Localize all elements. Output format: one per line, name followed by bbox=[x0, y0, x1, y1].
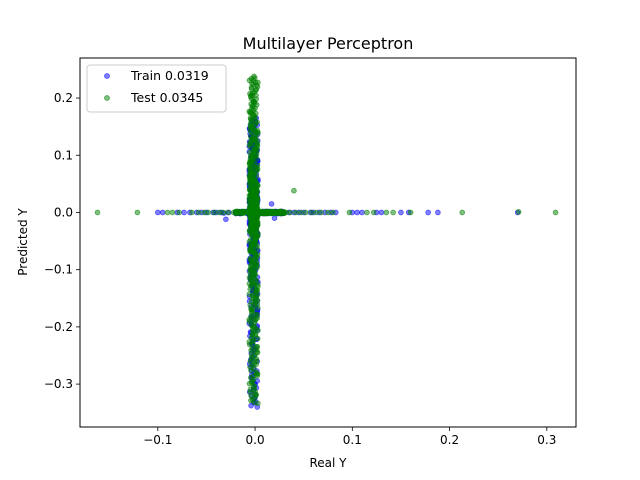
train-point bbox=[155, 209, 161, 216]
train-point bbox=[159, 209, 166, 216]
test-point bbox=[247, 386, 254, 393]
test-point bbox=[287, 209, 293, 216]
test-point bbox=[225, 209, 231, 216]
legend: Train 0.0319 Test 0.0345 bbox=[86, 64, 227, 113]
test-point bbox=[189, 209, 195, 216]
test-point bbox=[313, 209, 320, 216]
x-tick-label: 0.1 bbox=[343, 433, 362, 447]
test-point bbox=[325, 209, 331, 216]
test-point bbox=[242, 209, 248, 216]
legend-label-train: Train 0.0319 bbox=[130, 68, 209, 83]
test-point bbox=[169, 209, 176, 216]
y-tick-label: 0.0 bbox=[54, 205, 73, 219]
legend-label-test: Test 0.0345 bbox=[130, 90, 203, 105]
test-point bbox=[278, 209, 285, 216]
train-point bbox=[354, 209, 360, 216]
test-point bbox=[293, 209, 299, 216]
test-point bbox=[364, 209, 370, 216]
train-point bbox=[181, 209, 187, 216]
y-tick-label: −0.3 bbox=[44, 377, 73, 391]
x-axis-label: Real Y bbox=[309, 456, 347, 470]
test-point bbox=[230, 209, 237, 216]
test-point bbox=[249, 346, 256, 352]
legend-box bbox=[86, 64, 227, 113]
test-point bbox=[269, 209, 276, 216]
x-tick-label: 0.0 bbox=[246, 433, 265, 447]
y-tick-label: 0.1 bbox=[54, 148, 73, 162]
test-point bbox=[346, 209, 353, 216]
test-point bbox=[164, 209, 171, 216]
x-axis: −0.1 0.0 0.1 0.2 0.3 bbox=[143, 427, 556, 447]
test-point bbox=[251, 383, 258, 389]
legend-marker-test bbox=[104, 95, 110, 101]
test-point bbox=[253, 344, 260, 350]
test-point bbox=[211, 209, 218, 216]
test-point bbox=[246, 291, 253, 298]
train-point bbox=[378, 209, 385, 216]
y-axis-label: Predicted Y bbox=[16, 208, 30, 276]
test-point bbox=[318, 209, 324, 216]
test-point bbox=[308, 209, 315, 216]
test-point bbox=[255, 79, 261, 86]
y-tick-label: 0.2 bbox=[54, 91, 73, 105]
plot-frame bbox=[79, 57, 577, 428]
test-point bbox=[515, 209, 522, 215]
chart-title: Multilayer Perceptron bbox=[243, 34, 414, 53]
legend-marker-train bbox=[104, 73, 110, 79]
test-point bbox=[390, 209, 396, 216]
test-point bbox=[552, 209, 559, 216]
test-point bbox=[302, 209, 309, 216]
test-point bbox=[297, 209, 304, 216]
y-tick-label: −0.2 bbox=[44, 320, 73, 334]
x-tick-label: −0.1 bbox=[143, 433, 172, 447]
x-tick-label: 0.2 bbox=[440, 433, 459, 447]
test-point bbox=[205, 209, 212, 216]
test-point bbox=[247, 209, 254, 216]
test-point bbox=[220, 209, 226, 216]
test-point bbox=[370, 209, 377, 216]
y-axis: −0.3 −0.2 −0.1 0.0 0.1 0.2 bbox=[44, 91, 80, 391]
train-point bbox=[223, 216, 229, 223]
x-tick-label: 0.3 bbox=[537, 433, 556, 447]
test-point bbox=[330, 209, 336, 216]
test-point bbox=[248, 255, 255, 261]
test-point bbox=[251, 73, 257, 80]
test-point bbox=[176, 209, 183, 216]
test-point bbox=[383, 209, 390, 216]
test-point bbox=[253, 209, 259, 216]
train-point bbox=[268, 201, 275, 207]
train-point bbox=[271, 215, 278, 221]
train-point bbox=[398, 209, 404, 216]
train-point bbox=[435, 209, 441, 216]
test-point bbox=[94, 209, 101, 216]
test-point bbox=[291, 187, 297, 194]
test-point bbox=[253, 277, 259, 284]
test-point bbox=[459, 209, 466, 216]
test-point bbox=[407, 209, 414, 216]
points-layer bbox=[94, 73, 559, 410]
y-tick-label: −0.1 bbox=[44, 263, 73, 277]
test-point bbox=[134, 209, 141, 216]
train-point bbox=[359, 209, 365, 216]
test-point bbox=[254, 311, 260, 318]
test-point bbox=[195, 209, 202, 216]
train-point bbox=[425, 209, 431, 216]
